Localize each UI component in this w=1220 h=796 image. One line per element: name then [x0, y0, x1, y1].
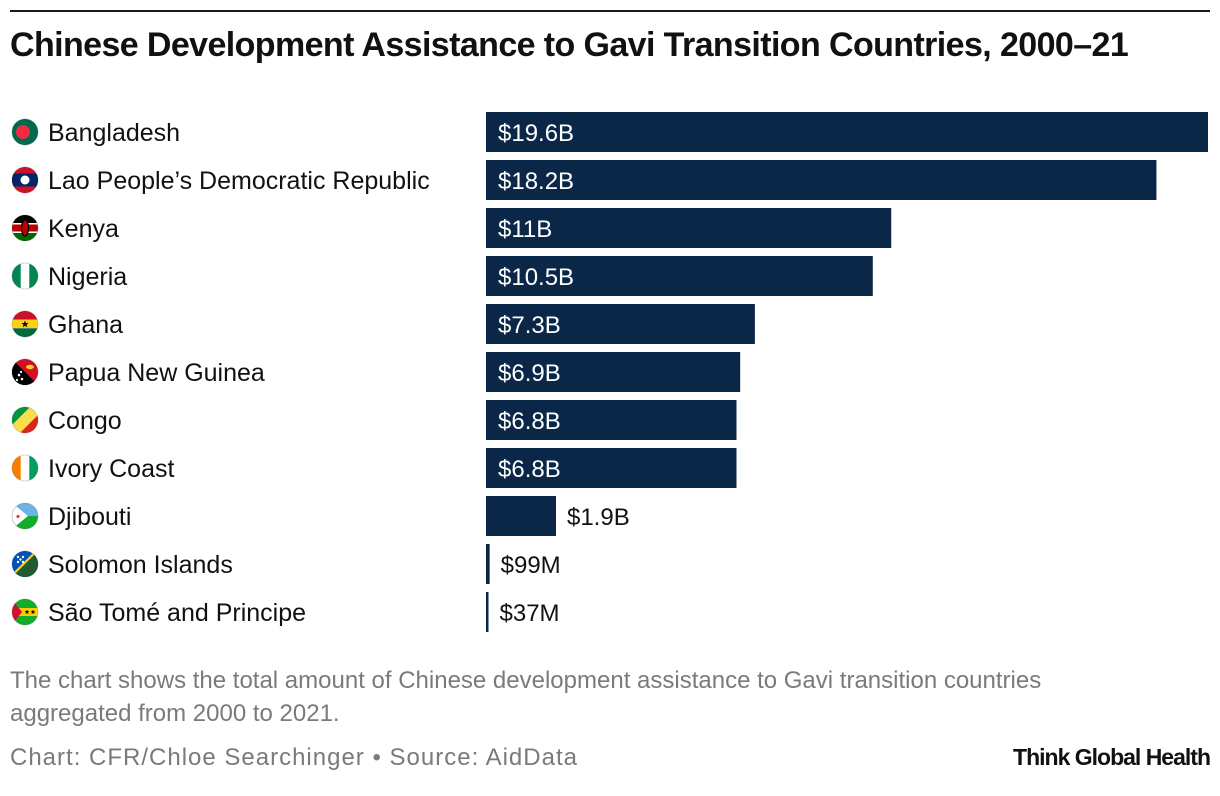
value-label: $6.8B: [498, 456, 561, 483]
djibouti-flag-icon: [11, 502, 39, 530]
value-label: $11B: [498, 216, 552, 243]
country-label: Solomon Islands: [48, 551, 233, 579]
bar: [486, 352, 741, 392]
bar: [486, 448, 737, 488]
value-label: $6.9B: [498, 360, 561, 387]
value-label: $10.5B: [498, 264, 574, 291]
value-label: $99M: [501, 552, 561, 579]
top-rule: [10, 10, 1210, 12]
ghana-flag-icon: [11, 310, 39, 338]
bar: [486, 112, 1208, 152]
bangladesh-flag-icon: [11, 118, 39, 146]
laos-flag-icon: [11, 166, 39, 194]
chart-credit: Chart: CFR/Chloe Searchinger • Source: A…: [10, 744, 578, 771]
bar: [486, 160, 1157, 200]
nigeria-flag-icon: [11, 262, 39, 290]
country-label: Kenya: [48, 215, 119, 243]
brand-logo: Think Global Health: [1013, 744, 1211, 770]
value-label: $1.9B: [567, 504, 630, 531]
bar: [486, 544, 490, 584]
sao-tome-flag-icon: [11, 598, 39, 626]
chart-title: Chinese Development Assistance to Gavi T…: [10, 26, 1129, 64]
chart-caption: The chart shows the total amount of Chin…: [10, 667, 1042, 727]
value-label: $18.2B: [498, 168, 574, 195]
bar: [486, 304, 755, 344]
country-label: Ghana: [48, 311, 123, 339]
value-label: $7.3B: [498, 312, 561, 339]
bar: [486, 256, 873, 296]
bar-chart: Bangladesh $19.6B Lao People’s Democratic …: [11, 112, 1208, 632]
country-label: Bangladesh: [48, 119, 180, 147]
bar: [486, 400, 737, 440]
country-label: Congo: [48, 407, 122, 435]
country-label: Papua New Guinea: [48, 359, 265, 387]
country-label: São Tomé and Principe: [48, 599, 306, 627]
value-label: $19.6B: [498, 120, 574, 147]
kenya-flag-icon: [11, 214, 39, 242]
congo-flag-icon: [11, 406, 39, 434]
bar: [486, 208, 892, 248]
ivory-coast-flag-icon: [11, 454, 39, 482]
value-label: $37M: [500, 600, 560, 627]
country-label: Djibouti: [48, 503, 131, 531]
papua-new-guinea-flag-icon: [11, 358, 39, 386]
country-label: Nigeria: [48, 263, 127, 291]
country-label: Lao People’s Democratic Republic: [48, 167, 430, 195]
country-label: Ivory Coast: [48, 455, 174, 483]
solomon-islands-flag-icon: [11, 550, 39, 578]
value-label: $6.8B: [498, 408, 561, 435]
bar: [486, 592, 489, 632]
bar: [486, 496, 556, 536]
